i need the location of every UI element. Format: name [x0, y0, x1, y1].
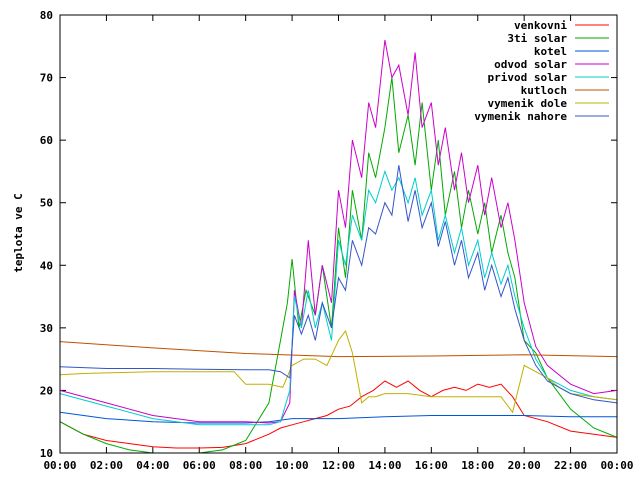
y-axis-ticks: 10 20 30 40 50 60 70 80 [40, 9, 617, 460]
x-tick-label: 18:00 [461, 459, 494, 472]
legend-label-kutloch: kutloch [521, 84, 567, 97]
series-line-kotel [59, 411, 617, 424]
series-line-vymenik-nahore [59, 165, 618, 404]
legend-label-privod-solar: privod solar [488, 71, 568, 84]
x-tick-label: 06:00 [183, 459, 216, 472]
x-tick-label: 04:00 [136, 459, 169, 472]
series-line-venkovni [59, 380, 618, 449]
y-axis-label: teplota ve C [12, 193, 25, 272]
x-tick-label: 02:00 [90, 459, 123, 472]
series-line-vymenik-dole [59, 329, 618, 414]
plot-frame [59, 14, 618, 454]
y-tick-label: 70 [40, 72, 53, 85]
y-tick-label: 30 [40, 322, 53, 335]
x-tick-label: 10:00 [276, 459, 309, 472]
x-tick-label: 22:00 [554, 459, 587, 472]
y-tick-label: 20 [40, 384, 53, 397]
y-tick-label: 60 [40, 134, 53, 147]
x-tick-label: 12:00 [322, 459, 355, 472]
series-line-privod-solar [59, 169, 618, 426]
x-axis-ticks: 00:00 02:00 04:00 06:00 08:00 10:00 12:00 14:00… [43, 15, 634, 472]
series-line-3ti-solar [59, 77, 618, 454]
x-tick-label: 08:00 [229, 459, 262, 472]
series-line-kutloch [59, 341, 618, 358]
x-tick-label: 00:00 [600, 459, 633, 472]
y-tick-label: 80 [40, 9, 53, 22]
legend-label-vymenik-nahore: vymenik nahore [474, 110, 567, 123]
y-tick-label: 40 [40, 259, 53, 272]
y-tick-label: 10 [40, 447, 53, 460]
x-tick-label: 00:00 [43, 459, 76, 472]
legend-label-kotel: kotel [534, 45, 567, 58]
legend-label-3ti-solar: 3ti solar [507, 32, 567, 45]
y-tick-label: 50 [40, 197, 53, 210]
x-tick-label: 20:00 [508, 459, 541, 472]
legend-label-vymenik-dole: vymenik dole [488, 97, 568, 110]
series-lines [59, 39, 618, 454]
legend-label-venkovni: venkovni [514, 19, 567, 32]
x-tick-label: 14:00 [368, 459, 401, 472]
legend-label-odvod-solar: odvod solar [494, 58, 567, 71]
x-tick-label: 16:00 [415, 459, 448, 472]
